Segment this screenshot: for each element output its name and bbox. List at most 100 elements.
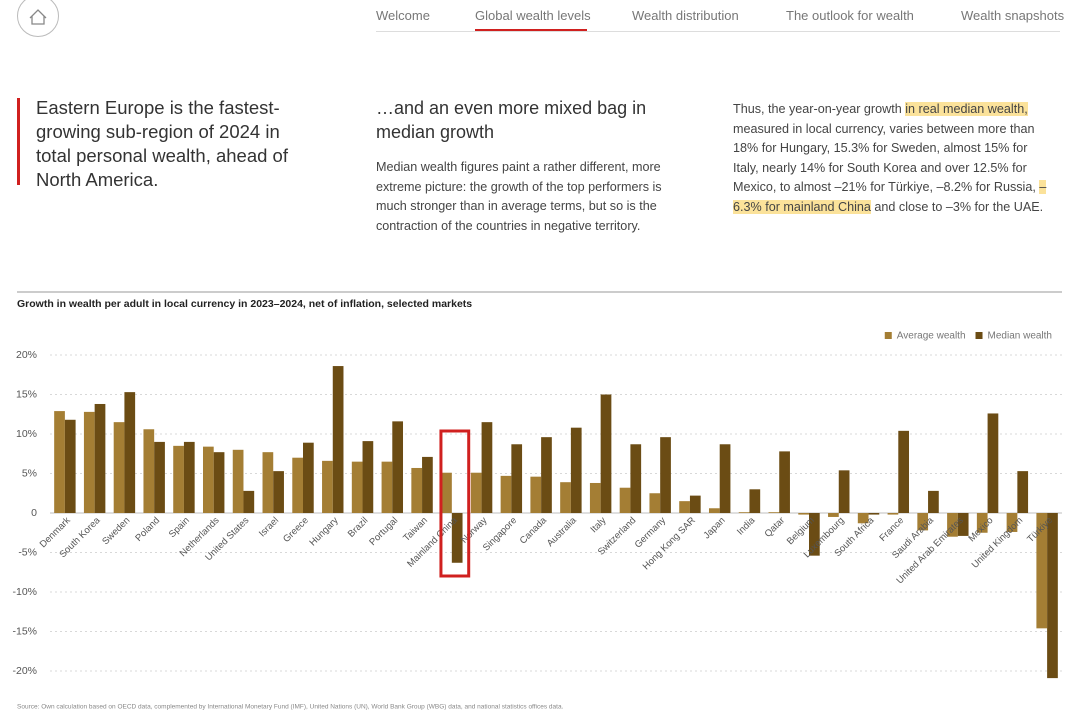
bar (273, 471, 284, 513)
bar (351, 461, 363, 513)
bar (798, 513, 809, 515)
chart-title: Growth in wealth per adult in local curr… (17, 298, 472, 310)
bar (838, 470, 850, 513)
bar (500, 475, 512, 513)
bar (749, 489, 761, 513)
bar (928, 490, 939, 513)
bar (392, 421, 404, 513)
bar (530, 476, 542, 513)
y-tick-label: 15% (16, 388, 37, 400)
bar (441, 472, 452, 513)
bar (898, 430, 910, 513)
bar (381, 461, 393, 513)
bar (779, 451, 790, 513)
bar (232, 449, 244, 513)
bar (689, 495, 701, 513)
bar (332, 366, 344, 513)
bar (600, 394, 612, 513)
y-tick-label: 0 (31, 507, 37, 519)
x-tick-label: France (878, 515, 907, 544)
bar (54, 411, 65, 513)
x-tick-label: Portugal (367, 515, 400, 548)
bar (917, 513, 929, 531)
bar (619, 487, 631, 513)
accent-bar (17, 98, 20, 185)
bar (679, 501, 690, 513)
bar (887, 513, 899, 515)
bar (1017, 471, 1029, 513)
bar (768, 512, 780, 513)
bar (708, 508, 720, 513)
bar (481, 422, 493, 513)
bar (828, 513, 839, 517)
bar (809, 513, 820, 556)
bar (113, 422, 125, 513)
nav-active-indicator (475, 29, 587, 31)
bar (976, 513, 988, 533)
bar (560, 482, 571, 513)
x-tick-label: India (735, 515, 758, 538)
bar (630, 444, 642, 513)
bar (649, 493, 661, 513)
text: and close to –3% for the UAE. (870, 199, 1044, 214)
bar (64, 419, 76, 513)
x-tick-label: Hong Kong SAR (641, 515, 698, 572)
highlight-box (439, 429, 471, 578)
legend-swatch (884, 332, 892, 339)
bar (660, 437, 671, 513)
x-tick-label: Italy (588, 515, 608, 535)
bar (362, 441, 374, 513)
bar (94, 403, 106, 513)
bar (947, 513, 958, 537)
home-icon (29, 9, 47, 25)
bar (322, 460, 333, 513)
bar (143, 429, 155, 513)
bar (411, 467, 423, 513)
nav-item[interactable]: Global wealth levels (475, 8, 591, 23)
bar (719, 444, 731, 513)
y-tick-label: 20% (16, 349, 37, 361)
nav-item[interactable]: Welcome (376, 8, 430, 23)
x-tick-label: Taiwan (401, 515, 430, 544)
bar (213, 452, 225, 513)
bar (202, 446, 214, 513)
bar (957, 513, 969, 536)
bar (303, 442, 314, 513)
y-tick-label: -10% (12, 586, 37, 598)
legend-label: Median wealth (988, 331, 1052, 342)
bar (541, 437, 552, 513)
x-tick-label: Japan (702, 515, 728, 541)
bar (183, 441, 195, 513)
bar (124, 392, 136, 513)
bar (243, 490, 255, 513)
nav-item[interactable]: Wealth distribution (632, 8, 739, 23)
column-body: Thus, the year-on-year growth in real me… (733, 100, 1055, 218)
y-tick-label: -5% (18, 546, 37, 558)
y-tick-label: 5% (22, 467, 37, 479)
bar (470, 472, 482, 513)
text: Thus, the year-on-year growth (733, 102, 906, 116)
bar (1047, 513, 1058, 679)
legend-swatch (975, 332, 983, 339)
bar (589, 482, 601, 513)
y-tick-label: 10% (16, 428, 37, 440)
bar (857, 513, 869, 524)
column-heading: …and an even more mixed bag in median gr… (376, 98, 647, 142)
nav-rule (376, 31, 1060, 32)
bar (451, 513, 463, 563)
bar (1006, 513, 1018, 532)
x-tick-label: Israel (257, 515, 281, 539)
column-heading: Eastern Europe is the fastest-growing su… (36, 97, 288, 190)
text: measured in local currency, varies betwe… (733, 121, 1040, 195)
bar (83, 411, 95, 513)
nav-item[interactable]: Wealth snapshots (961, 8, 1065, 23)
nav-item[interactable]: The outlook for wealth (786, 8, 914, 23)
bar (868, 513, 880, 515)
bar (1036, 513, 1048, 629)
bar (154, 441, 165, 513)
x-tick-label: Poland (133, 515, 162, 544)
home-button[interactable] (17, 0, 59, 37)
y-tick-label: -15% (12, 625, 37, 637)
